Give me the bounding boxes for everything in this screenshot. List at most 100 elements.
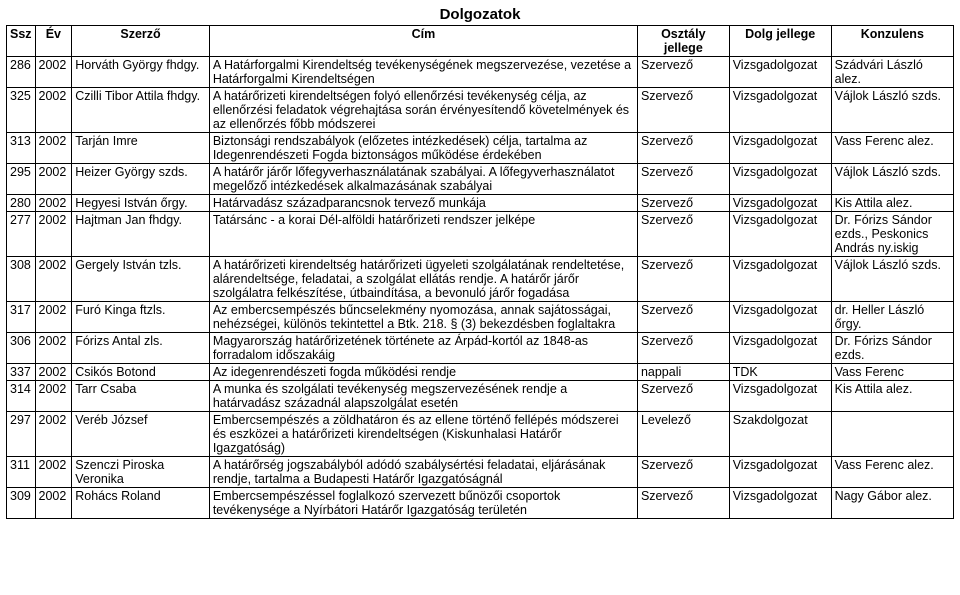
cell-ssz: 317	[7, 302, 36, 333]
cell-oszt: Szervező	[637, 164, 729, 195]
cell-ev: 2002	[35, 457, 72, 488]
cell-ev: 2002	[35, 133, 72, 164]
cell-dolg: Vizsgadolgozat	[729, 257, 831, 302]
cell-ev: 2002	[35, 164, 72, 195]
cell-dolg: Vizsgadolgozat	[729, 457, 831, 488]
cell-oszt: Szervező	[637, 302, 729, 333]
cell-oszt: Szervező	[637, 257, 729, 302]
cell-dolg: Vizsgadolgozat	[729, 133, 831, 164]
cell-dolg: Vizsgadolgozat	[729, 57, 831, 88]
cell-konz: Vájlok László szds.	[831, 164, 953, 195]
cell-dolg: TDK	[729, 364, 831, 381]
col-konz: Konzulens	[831, 26, 953, 57]
cell-dolg: Vizsgadolgozat	[729, 302, 831, 333]
table-row: 3082002Gergely István tzls.A határőrizet…	[7, 257, 954, 302]
cell-szerzo: Fórizs Antal zls.	[72, 333, 210, 364]
cell-oszt: Szervező	[637, 212, 729, 257]
cell-szerzo: Rohács Roland	[72, 488, 210, 519]
cell-ev: 2002	[35, 57, 72, 88]
cell-dolg: Vizsgadolgozat	[729, 195, 831, 212]
cell-ev: 2002	[35, 212, 72, 257]
col-dolg: Dolg jellege	[729, 26, 831, 57]
cell-cim: Tatársánc - a korai Dél-alföldi határőri…	[209, 212, 637, 257]
cell-cim: A munka és szolgálati tevékenység megsze…	[209, 381, 637, 412]
table-row: 3092002Rohács RolandEmbercsempészéssel f…	[7, 488, 954, 519]
table-row: 3062002Fórizs Antal zls.Magyarország hat…	[7, 333, 954, 364]
cell-ev: 2002	[35, 257, 72, 302]
cell-oszt: Levelező	[637, 412, 729, 457]
cell-konz: dr. Heller László őrgy.	[831, 302, 953, 333]
cell-ssz: 308	[7, 257, 36, 302]
cell-szerzo: Szenczi Piroska Veronika	[72, 457, 210, 488]
table-row: 3252002Czilli Tibor Attila fhdgy.A határ…	[7, 88, 954, 133]
cell-konz: Vass Ferenc alez.	[831, 133, 953, 164]
cell-konz: Kis Attila alez.	[831, 195, 953, 212]
cell-ssz: 286	[7, 57, 36, 88]
cell-konz: Dr. Fórizs Sándor ezds., Peskonics Andrá…	[831, 212, 953, 257]
cell-szerzo: Heizer György szds.	[72, 164, 210, 195]
col-ssz: Ssz	[7, 26, 36, 57]
cell-szerzo: Gergely István tzls.	[72, 257, 210, 302]
cell-dolg: Szakdolgozat	[729, 412, 831, 457]
cell-ssz: 337	[7, 364, 36, 381]
cell-konz: Vass Ferenc alez.	[831, 457, 953, 488]
cell-konz: Vass Ferenc	[831, 364, 953, 381]
cell-konz: Szádvári László alez.	[831, 57, 953, 88]
cell-szerzo: Furó Kinga ftzls.	[72, 302, 210, 333]
cell-szerzo: Veréb József	[72, 412, 210, 457]
cell-cim: Magyarország határőrizetének története a…	[209, 333, 637, 364]
cell-szerzo: Csikós Botond	[72, 364, 210, 381]
table-row: 2862002Horváth György fhdgy.A Határforga…	[7, 57, 954, 88]
table-header-row: Ssz Év Szerző Cím Osztály jellege Dolg j…	[7, 26, 954, 57]
cell-ssz: 297	[7, 412, 36, 457]
col-oszt: Osztály jellege	[637, 26, 729, 57]
cell-ssz: 309	[7, 488, 36, 519]
cell-oszt: Szervező	[637, 333, 729, 364]
col-szerzo: Szerző	[72, 26, 210, 57]
cell-cim: A határőrizeti kirendeltség határőrizeti…	[209, 257, 637, 302]
table-row: 3172002Furó Kinga ftzls.Az embercsempész…	[7, 302, 954, 333]
cell-szerzo: Tarján Imre	[72, 133, 210, 164]
cell-dolg: Vizsgadolgozat	[729, 164, 831, 195]
cell-ev: 2002	[35, 488, 72, 519]
cell-ssz: 295	[7, 164, 36, 195]
cell-ev: 2002	[35, 412, 72, 457]
cell-konz: Vájlok László szds.	[831, 257, 953, 302]
cell-dolg: Vizsgadolgozat	[729, 212, 831, 257]
cell-ssz: 313	[7, 133, 36, 164]
cell-oszt: Szervező	[637, 381, 729, 412]
cell-cim: Az embercsempészés bűncselekmény nyomozá…	[209, 302, 637, 333]
cell-ssz: 311	[7, 457, 36, 488]
table-row: 2952002Heizer György szds.A határőr járő…	[7, 164, 954, 195]
cell-szerzo: Tarr Csaba	[72, 381, 210, 412]
cell-oszt: Szervező	[637, 57, 729, 88]
cell-cim: Az idegenrendészeti fogda működési rendj…	[209, 364, 637, 381]
papers-table: Ssz Év Szerző Cím Osztály jellege Dolg j…	[6, 25, 954, 519]
cell-cim: A határőrség jogszabályból adódó szabály…	[209, 457, 637, 488]
cell-cim: Határvadász századparancsnok tervező mun…	[209, 195, 637, 212]
cell-ssz: 314	[7, 381, 36, 412]
cell-szerzo: Czilli Tibor Attila fhdgy.	[72, 88, 210, 133]
cell-cim: Embercsempészés a zöldhatáron és az elle…	[209, 412, 637, 457]
cell-cim: A határőrizeti kirendeltségen folyó elle…	[209, 88, 637, 133]
table-row: 3132002Tarján ImreBiztonsági rendszabály…	[7, 133, 954, 164]
cell-ssz: 277	[7, 212, 36, 257]
cell-cim: A határőr járőr lőfegyverhasználatának s…	[209, 164, 637, 195]
cell-oszt: Szervező	[637, 133, 729, 164]
cell-ev: 2002	[35, 364, 72, 381]
table-row: 2802002Hegyesi István őrgy.Határvadász s…	[7, 195, 954, 212]
cell-dolg: Vizsgadolgozat	[729, 488, 831, 519]
cell-ssz: 325	[7, 88, 36, 133]
col-cim: Cím	[209, 26, 637, 57]
cell-konz: Vájlok László szds.	[831, 88, 953, 133]
cell-cim: Biztonsági rendszabályok (előzetes intéz…	[209, 133, 637, 164]
table-row: 2972002Veréb JózsefEmbercsempészés a zöl…	[7, 412, 954, 457]
cell-oszt: Szervező	[637, 488, 729, 519]
cell-szerzo: Horváth György fhdgy.	[72, 57, 210, 88]
cell-ev: 2002	[35, 88, 72, 133]
cell-ev: 2002	[35, 333, 72, 364]
cell-oszt: Szervező	[637, 195, 729, 212]
col-ev: Év	[35, 26, 72, 57]
cell-ssz: 280	[7, 195, 36, 212]
cell-oszt: nappali	[637, 364, 729, 381]
